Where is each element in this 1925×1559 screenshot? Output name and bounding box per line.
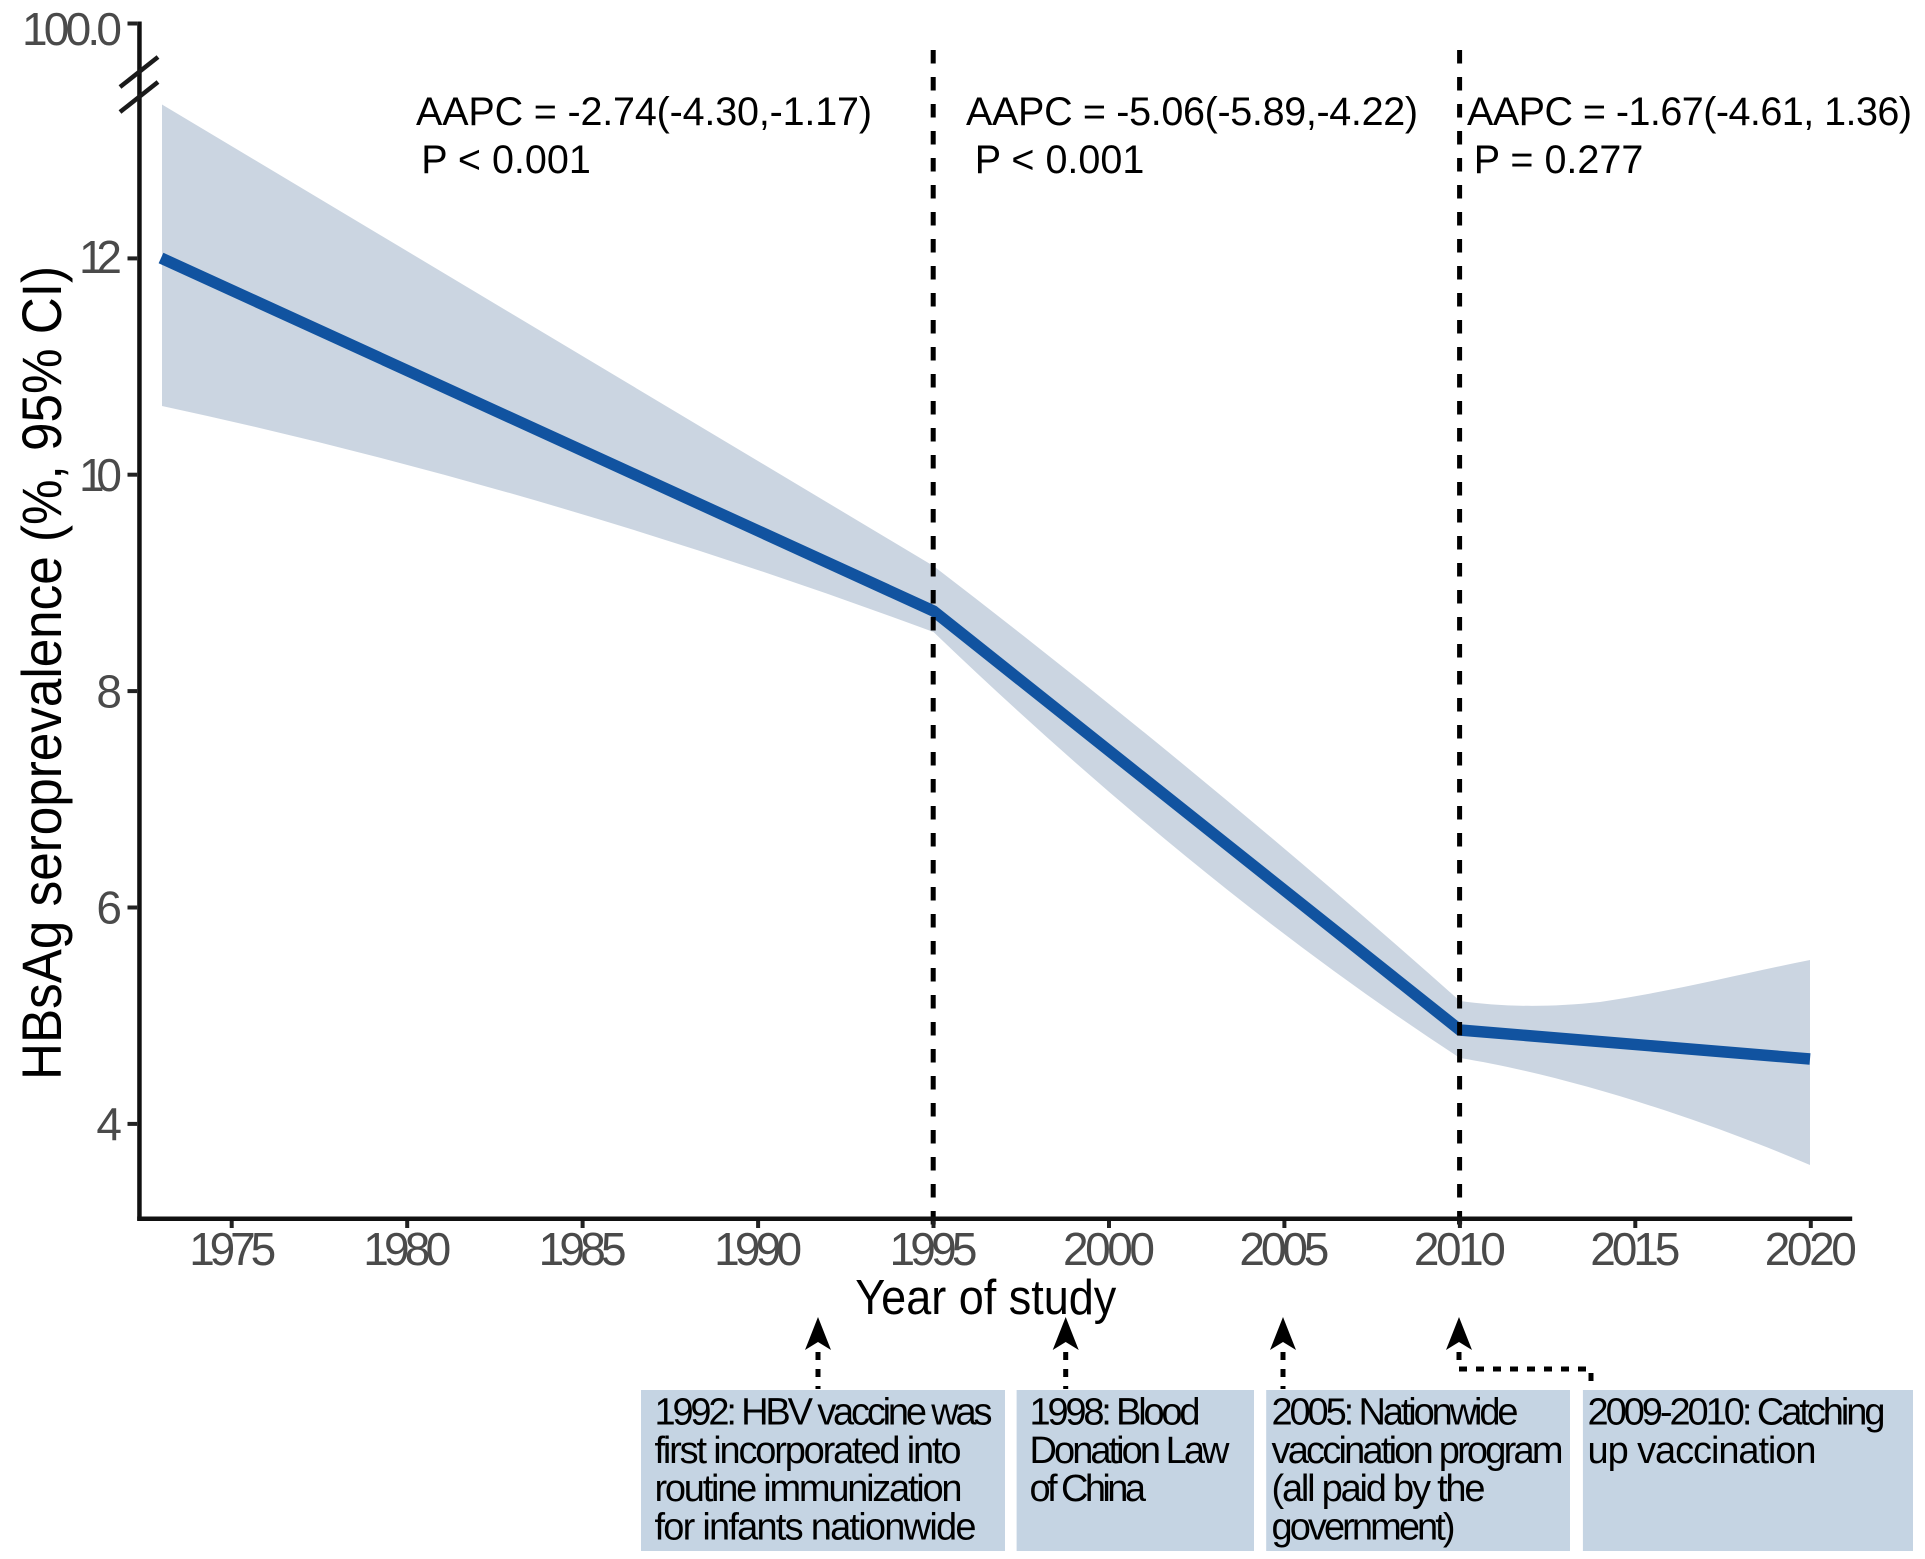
svg-text:1990: 1990: [714, 1223, 802, 1275]
svg-text:2015: 2015: [1590, 1223, 1680, 1275]
svg-text:2005: Nationwide: 2005: Nationwide: [1272, 1392, 1519, 1434]
svg-text:1985: 1985: [539, 1223, 627, 1275]
svg-text:routine immunization: routine immunization: [655, 1468, 963, 1510]
svg-text:2020: 2020: [1765, 1223, 1857, 1275]
svg-text:(all paid by the: (all paid by the: [1272, 1468, 1486, 1510]
svg-text:AAPC = -2.74(-4.30,-1.17): AAPC = -2.74(-4.30,-1.17): [416, 90, 872, 134]
svg-text:for infants nationwide: for infants nationwide: [655, 1506, 977, 1548]
svg-text:government): government): [1272, 1506, 1456, 1548]
svg-text:12: 12: [79, 231, 122, 283]
svg-text:AAPC = -5.06(-5.89,-4.22): AAPC = -5.06(-5.89,-4.22): [966, 90, 1418, 134]
svg-text:100.0: 100.0: [22, 3, 122, 55]
svg-text:1992: HBV vaccine was: 1992: HBV vaccine was: [655, 1392, 993, 1434]
svg-text:6: 6: [96, 882, 122, 934]
svg-text:10: 10: [79, 449, 122, 501]
svg-text:2005: 2005: [1239, 1223, 1329, 1275]
svg-text:1995: 1995: [890, 1223, 978, 1275]
svg-text:up vaccination: up vaccination: [1588, 1430, 1817, 1472]
svg-text:4: 4: [96, 1098, 122, 1150]
svg-text:Donation Law: Donation Law: [1030, 1430, 1231, 1472]
svg-text:1980: 1980: [363, 1223, 451, 1275]
svg-text:2009-2010: Catching: 2009-2010: Catching: [1588, 1392, 1886, 1434]
svg-text:P < 0.001: P < 0.001: [421, 138, 591, 182]
svg-text:first incorporated into: first incorporated into: [655, 1430, 962, 1472]
svg-text:2000: 2000: [1063, 1223, 1155, 1275]
svg-text:of China: of China: [1030, 1468, 1147, 1510]
svg-text:1998: Blood: 1998: Blood: [1030, 1392, 1201, 1434]
svg-text:2010: 2010: [1414, 1223, 1506, 1275]
svg-text:HBsAg seroprevalence (%, 95% C: HBsAg seroprevalence (%, 95% CI): [10, 266, 73, 1080]
svg-text:vaccination program: vaccination program: [1272, 1430, 1564, 1472]
svg-text:8: 8: [96, 666, 122, 718]
svg-text:Year of study: Year of study: [855, 1270, 1116, 1325]
svg-text:1975: 1975: [189, 1223, 276, 1275]
svg-text:AAPC = -1.67(-4.61, 1.36): AAPC = -1.67(-4.61, 1.36): [1467, 90, 1912, 134]
svg-text:P = 0.277: P = 0.277: [1474, 138, 1644, 182]
svg-text:P < 0.001: P < 0.001: [975, 138, 1145, 182]
